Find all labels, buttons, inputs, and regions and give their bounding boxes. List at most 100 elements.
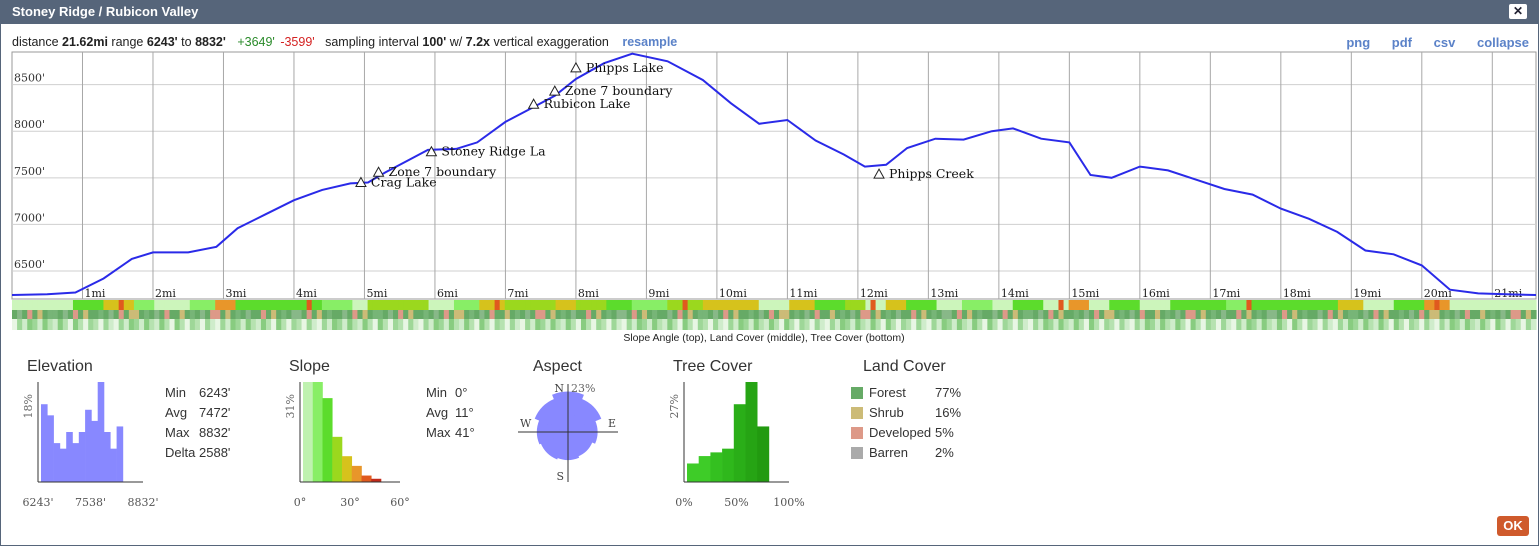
tree-cover-band-cell	[794, 319, 800, 330]
tree-cover-band-cell	[723, 319, 729, 330]
waypoint-marker	[355, 176, 367, 187]
tree-cover-band-cell	[1236, 319, 1242, 330]
slope-band-cell	[1327, 300, 1334, 310]
elevation-bar	[72, 443, 80, 482]
collapse-link[interactable]: collapse	[1476, 35, 1529, 50]
slope-band-cell	[311, 300, 318, 310]
tree-cover-band-cell	[1444, 319, 1451, 330]
close-button[interactable]: ✕	[1509, 4, 1527, 19]
slope-band-cell	[1530, 300, 1537, 310]
stat-label: Max	[426, 425, 451, 440]
land-cover-band-cell	[1205, 310, 1212, 319]
tree-cover-band-cell	[1205, 319, 1212, 330]
land-cover-band-cell	[1307, 310, 1314, 319]
tree-cover-band-cell	[525, 319, 531, 330]
slope-band-cell	[677, 300, 684, 310]
land-cover-band-cell	[337, 310, 343, 319]
x-tick-label: 9mi	[648, 287, 669, 300]
tree-cover-band-cell	[220, 319, 226, 330]
slope-band-cell	[692, 300, 699, 310]
land-cover-band-cell	[819, 310, 826, 319]
slope-band-cell	[499, 300, 506, 310]
slope-band-cell	[174, 300, 181, 310]
land-cover-band-cell	[489, 310, 496, 319]
tree-cover-band-cell	[875, 319, 882, 330]
slope-band-cell	[870, 300, 877, 310]
land-cover-band-cell	[951, 310, 958, 319]
x-tick-label: 7mi	[507, 287, 528, 300]
tree-cover-bar	[698, 456, 711, 482]
slope-x-tick: 30°	[340, 496, 360, 509]
tree-cover-band-cell	[1464, 319, 1471, 330]
land-cover-band-cell	[1109, 310, 1115, 319]
land-cover-band-cell	[982, 310, 988, 319]
slope-band-cell	[398, 300, 404, 310]
tree-cover-band-cell	[1337, 319, 1344, 330]
land-cover-band-cell	[758, 310, 765, 319]
stat-value: 8832'	[199, 425, 231, 440]
land-cover-band-cell	[1297, 310, 1303, 319]
x-tick-label: 17mi	[1212, 287, 1240, 300]
land-cover-band-cell	[840, 310, 846, 319]
slope-band-cell	[809, 300, 816, 310]
land-cover-band-cell	[1485, 310, 1491, 319]
tree-cover-band-cell	[779, 319, 785, 330]
land-cover-band-cell	[1266, 310, 1273, 319]
resample-link[interactable]: resample	[622, 35, 678, 49]
tree-cover-band-cell	[1139, 319, 1146, 330]
tree-cover-band-cell	[1094, 319, 1100, 330]
land-cover-band-cell	[723, 310, 729, 319]
slope-bar	[312, 382, 323, 482]
land-cover-band-cell	[352, 310, 359, 319]
slope-band-cell	[67, 300, 74, 310]
elevation-profile-chart[interactable]: 6500' 7000' 7500' 8000' 8500' 1mi 2mi 3mi 4mi 5mi…	[0, 48, 1539, 348]
slope-band-cell	[1200, 300, 1207, 310]
slope-band-cell	[535, 300, 541, 310]
csv-link[interactable]: csv	[1433, 35, 1456, 50]
slope-band-cell	[1226, 300, 1232, 310]
range-min: 6243'	[146, 35, 178, 49]
waypoint-marker	[527, 98, 540, 109]
pdf-link[interactable]: pdf	[1391, 35, 1413, 50]
bands-caption: Slope Angle (top), Land Cover (middle), …	[623, 332, 904, 344]
slope-band-cell	[306, 300, 313, 310]
slope-band-cell	[1459, 300, 1466, 310]
land-cover-band-cell	[27, 310, 33, 319]
tree-cover-y-label: 27%	[668, 394, 681, 418]
tree-cover-band-cell	[1271, 319, 1278, 330]
slope-band-cell	[682, 300, 689, 310]
land-cover-band-cell	[748, 310, 755, 319]
slope-x-tick: 0°	[294, 496, 307, 509]
land-cover-band-cell	[743, 310, 750, 319]
tree-cover-band-cell	[1170, 319, 1176, 330]
aspect-south-label: S	[556, 470, 564, 483]
land-cover-band-cell	[1449, 310, 1456, 319]
tree-cover-band-cell	[570, 319, 577, 330]
tree-cover-band-cell	[997, 319, 1004, 330]
land-cover-band-cell	[174, 310, 181, 319]
land-cover-band-cell	[220, 310, 226, 319]
slope-band-cell	[1348, 300, 1354, 310]
slope-band-cell	[17, 300, 23, 310]
tree-cover-bar	[745, 382, 758, 482]
land-cover-band-cell	[601, 310, 607, 319]
slope-band-cell	[926, 300, 933, 310]
land-cover-band-cell	[1144, 310, 1151, 319]
ok-button[interactable]: OK	[1497, 516, 1529, 536]
tree-cover-band-cell	[205, 319, 211, 330]
land-cover-band-cell	[357, 310, 364, 319]
tree-cover-band-cell	[337, 319, 343, 330]
land-cover-band-cell	[118, 310, 125, 319]
tree-cover-band-cell	[1403, 319, 1410, 330]
tree-cover-band-cell	[1119, 319, 1126, 330]
x-tick-label: 3mi	[225, 287, 246, 300]
stat-value: 7472'	[199, 405, 231, 420]
slope-band-cell	[1251, 300, 1258, 310]
png-link[interactable]: png	[1346, 35, 1371, 50]
land-cover-band-cell	[911, 310, 917, 319]
land-cover-band-cell	[535, 310, 541, 319]
slope-band-cell	[1282, 300, 1288, 310]
land-cover-band-cell	[149, 310, 155, 319]
land-cover-band-cell	[291, 310, 298, 319]
slope-band-cell	[47, 300, 54, 310]
